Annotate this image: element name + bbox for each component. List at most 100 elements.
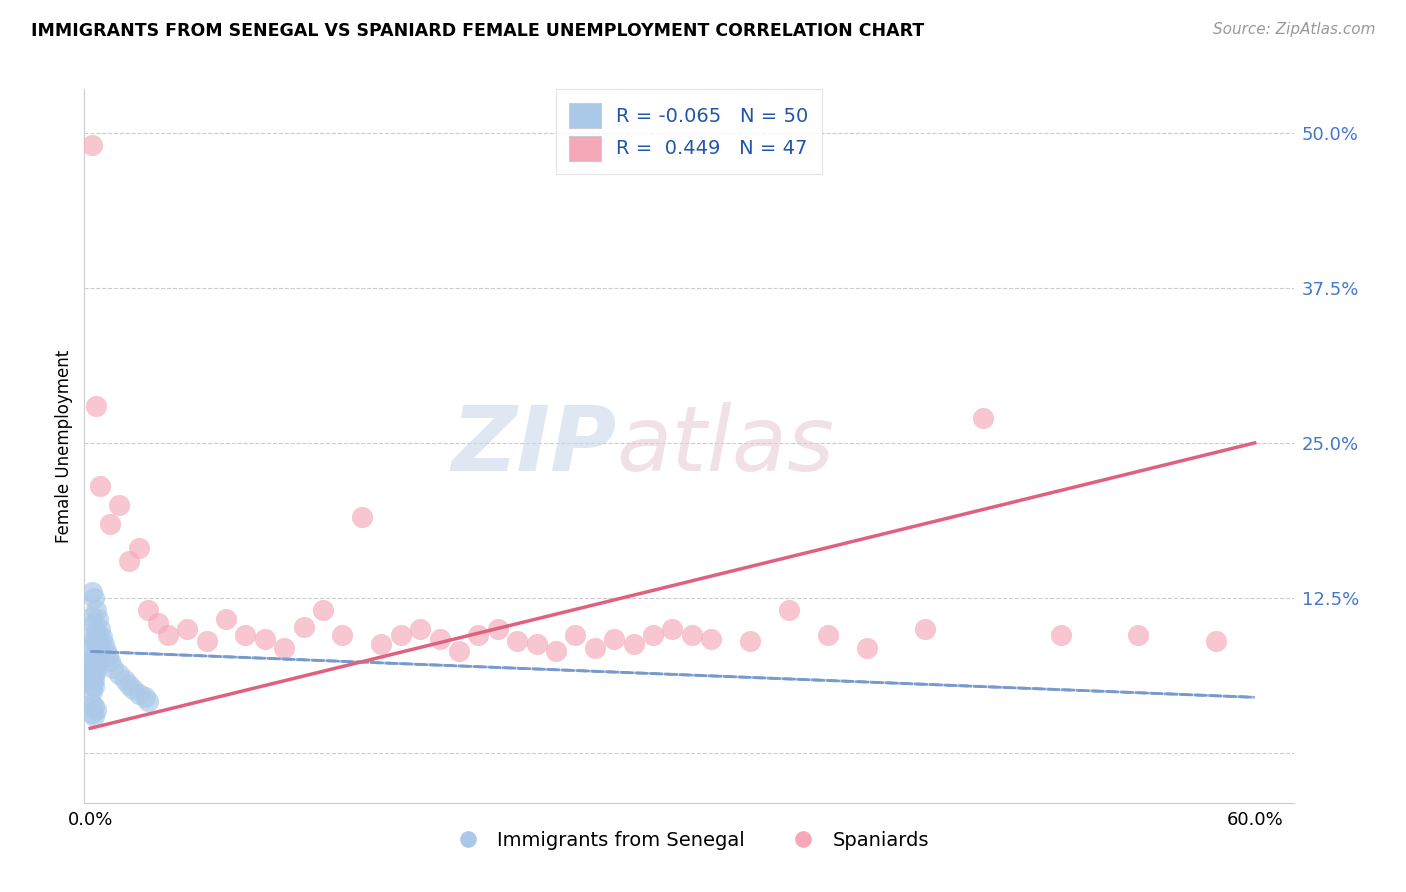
Point xyxy=(235,628,257,642)
Point xyxy=(84,640,107,654)
Point xyxy=(350,510,373,524)
Point xyxy=(156,628,179,642)
Point xyxy=(128,541,150,556)
Point xyxy=(128,687,150,701)
Point xyxy=(138,694,160,708)
Point xyxy=(82,684,104,698)
Point xyxy=(82,138,104,153)
Point xyxy=(90,630,112,644)
Point xyxy=(94,644,117,658)
Y-axis label: Female Unemployment: Female Unemployment xyxy=(55,350,73,542)
Point xyxy=(83,679,105,693)
Point xyxy=(82,697,104,711)
Text: atlas: atlas xyxy=(616,402,834,490)
Point xyxy=(87,612,110,626)
Point xyxy=(118,554,141,568)
Point xyxy=(84,603,107,617)
Point xyxy=(215,612,238,626)
Point xyxy=(82,609,104,624)
Point xyxy=(855,640,877,655)
Point xyxy=(83,709,105,723)
Point xyxy=(467,628,489,642)
Point xyxy=(87,631,110,645)
Legend: Immigrants from Senegal, Spaniards: Immigrants from Senegal, Spaniards xyxy=(441,822,936,857)
Point xyxy=(83,662,105,676)
Point xyxy=(146,615,169,630)
Point xyxy=(429,632,451,646)
Point xyxy=(97,649,120,664)
Point xyxy=(84,399,107,413)
Text: IMMIGRANTS FROM SENEGAL VS SPANIARD FEMALE UNEMPLOYMENT CORRELATION CHART: IMMIGRANTS FROM SENEGAL VS SPANIARD FEMA… xyxy=(31,22,924,40)
Point xyxy=(98,654,121,668)
Text: ZIP: ZIP xyxy=(451,402,616,490)
Point xyxy=(526,637,548,651)
Point xyxy=(82,665,104,680)
Point xyxy=(82,672,104,686)
Point xyxy=(83,634,105,648)
Point xyxy=(82,584,104,599)
Point xyxy=(82,628,104,642)
Point xyxy=(603,632,626,646)
Point xyxy=(103,660,125,674)
Point xyxy=(83,673,105,687)
Point xyxy=(583,640,606,655)
Point xyxy=(447,644,470,658)
Point xyxy=(84,665,107,679)
Point xyxy=(84,650,107,665)
Point xyxy=(817,628,839,642)
Point xyxy=(138,603,160,617)
Point xyxy=(1205,634,1227,648)
Point xyxy=(738,634,761,648)
Point xyxy=(83,698,105,713)
Point xyxy=(87,644,110,658)
Point xyxy=(83,591,105,605)
Point xyxy=(89,649,111,664)
Point xyxy=(82,659,104,673)
Point xyxy=(82,678,104,692)
Point xyxy=(82,653,104,667)
Point xyxy=(1049,628,1071,642)
Point xyxy=(195,634,218,648)
Point xyxy=(273,640,295,655)
Point xyxy=(89,622,111,636)
Point xyxy=(108,498,131,512)
Point xyxy=(332,628,354,642)
Point xyxy=(84,624,107,639)
Point xyxy=(82,640,104,655)
Point xyxy=(83,615,105,630)
Point xyxy=(681,628,703,642)
Point xyxy=(292,619,315,633)
Point xyxy=(641,628,664,642)
Point xyxy=(564,628,586,642)
Point xyxy=(972,411,994,425)
Point xyxy=(778,603,800,617)
Point xyxy=(84,658,107,673)
Point xyxy=(544,644,567,658)
Point xyxy=(623,637,645,651)
Point xyxy=(1128,628,1150,642)
Point xyxy=(82,706,104,721)
Point xyxy=(914,622,936,636)
Point xyxy=(700,632,723,646)
Point xyxy=(89,479,111,493)
Point xyxy=(93,637,115,651)
Point xyxy=(506,634,529,648)
Point xyxy=(84,703,107,717)
Point xyxy=(253,632,276,646)
Point xyxy=(83,666,105,681)
Point xyxy=(118,678,141,692)
Point xyxy=(87,654,110,668)
Point xyxy=(122,681,145,696)
Point xyxy=(661,622,683,636)
Point xyxy=(176,622,198,636)
Text: Source: ZipAtlas.com: Source: ZipAtlas.com xyxy=(1212,22,1375,37)
Point xyxy=(114,673,136,687)
Point xyxy=(409,622,432,636)
Point xyxy=(108,666,131,681)
Point xyxy=(370,637,392,651)
Point xyxy=(134,690,156,705)
Point xyxy=(486,622,509,636)
Point xyxy=(83,657,105,671)
Point xyxy=(312,603,335,617)
Point xyxy=(389,628,412,642)
